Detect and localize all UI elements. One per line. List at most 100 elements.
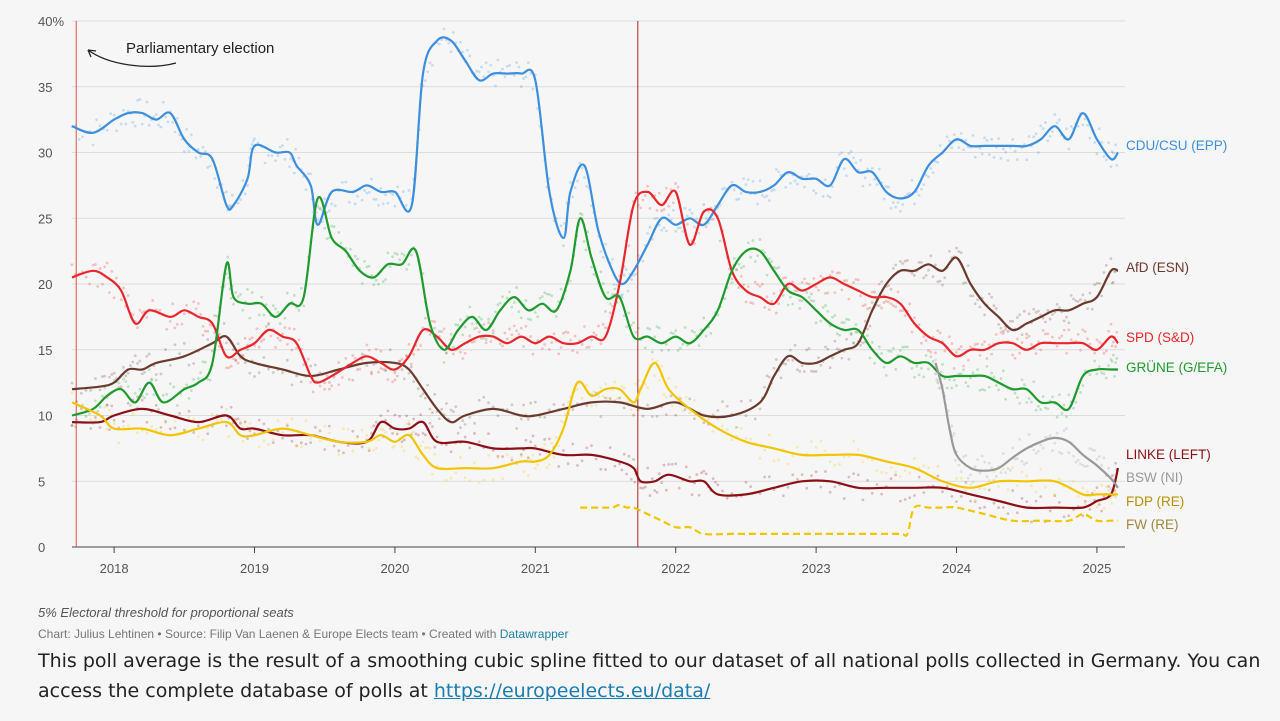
poll-dot [786, 303, 790, 307]
poll-dot [84, 389, 88, 392]
poll-dot [997, 484, 1001, 488]
poll-dot [473, 461, 476, 465]
datawrapper-link[interactable]: Datawrapper [499, 627, 569, 641]
poll-dot [655, 359, 659, 363]
poll-dot [620, 293, 624, 297]
poll-dot [367, 449, 371, 453]
poll-dot [1102, 271, 1106, 274]
poll-dot [407, 263, 411, 266]
poll-dot [199, 155, 203, 158]
poll-dot [243, 419, 247, 423]
poll-dot [171, 120, 175, 124]
poll-dot [917, 323, 921, 327]
poll-dot [1093, 351, 1096, 355]
poll-dot [779, 376, 783, 380]
poll-dot [515, 426, 518, 430]
poll-dot [276, 154, 280, 157]
poll-dot [690, 493, 694, 497]
poll-dot [882, 301, 886, 304]
poll-chart: 40% 35 30 25 20 15 10 5 0 2018 2019 2020 2021 2022 202… [38, 14, 1227, 576]
poll-dot [562, 331, 565, 335]
poll-dot [749, 485, 752, 489]
poll-dot [959, 476, 963, 480]
poll-dot [992, 501, 996, 505]
poll-dot [845, 279, 848, 282]
poll-dot [831, 356, 834, 360]
poll-dot [711, 429, 715, 433]
poll-dot [959, 251, 963, 255]
poll-dot [1086, 307, 1089, 310]
poll-dot [1027, 396, 1031, 400]
poll-dot [973, 500, 977, 504]
poll-dot [405, 354, 409, 357]
poll-dot [905, 345, 909, 349]
poll-dot [1011, 446, 1015, 450]
poll-dot [735, 425, 738, 429]
poll-dot [721, 187, 724, 191]
poll-dot [1076, 332, 1080, 336]
poll-dot [880, 280, 884, 284]
poll-dot [288, 165, 292, 169]
poll-dot [131, 360, 135, 364]
poll-dot [1046, 139, 1050, 143]
poll-dot [945, 135, 949, 139]
poll-dot [898, 475, 902, 478]
poll-dot [70, 381, 74, 385]
poll-dot [295, 444, 299, 448]
poll-dot [704, 334, 708, 338]
poll-dot [339, 241, 343, 245]
poll-dot [129, 403, 132, 407]
poll-dot [686, 214, 689, 218]
poll-dot [594, 457, 598, 461]
polls-database-link[interactable]: https://europeelects.eu/data/ [433, 680, 711, 702]
poll-dot [870, 491, 874, 495]
poll-dot [175, 322, 179, 326]
poll-dot [281, 371, 284, 375]
poll-dot [140, 429, 144, 433]
poll-dot [913, 274, 916, 277]
poll-dot [1039, 408, 1043, 411]
poll-dot [445, 351, 448, 355]
poll-dot [332, 444, 336, 448]
poll-dot [805, 486, 809, 490]
poll-dot [824, 345, 827, 349]
poll-dot [108, 291, 111, 294]
poll-dot [688, 397, 692, 401]
poll-dot [1046, 407, 1050, 411]
poll-dot [323, 448, 327, 451]
poll-dot [891, 266, 895, 270]
poll-dot [835, 271, 839, 275]
poll-dot [814, 321, 818, 325]
poll-dot [1104, 485, 1108, 488]
poll-dot [582, 240, 586, 243]
poll-dot [1083, 499, 1087, 503]
poll-dot [1076, 300, 1080, 303]
poll-dot [777, 170, 781, 174]
poll-dot [861, 184, 865, 188]
poll-dot [1011, 319, 1015, 323]
poll-dot [559, 287, 563, 291]
poll-dot [157, 407, 160, 411]
y-tick-label: 0 [38, 540, 45, 555]
poll-dot [1095, 372, 1099, 376]
poll-dot [657, 378, 661, 382]
poll-dot [351, 354, 355, 357]
poll-dot [704, 472, 708, 476]
poll-dot [1076, 124, 1080, 128]
poll-dot [562, 449, 565, 452]
poll-dot [1109, 357, 1113, 361]
poll-dot [475, 69, 479, 73]
poll-dot [681, 342, 685, 346]
poll-dot [744, 183, 748, 187]
poll-dot [1018, 313, 1022, 317]
x-tick-label: 2023 [802, 561, 831, 576]
poll-dot [79, 408, 83, 411]
poll-dot [772, 188, 776, 192]
poll-dot [165, 327, 169, 331]
poll-dot [1095, 281, 1099, 285]
annotation-arrow [87, 49, 177, 67]
series-label: FW (RE) [1126, 517, 1178, 532]
poll-dot [763, 448, 767, 452]
poll-dot [835, 347, 839, 351]
poll-dot [1004, 150, 1008, 154]
